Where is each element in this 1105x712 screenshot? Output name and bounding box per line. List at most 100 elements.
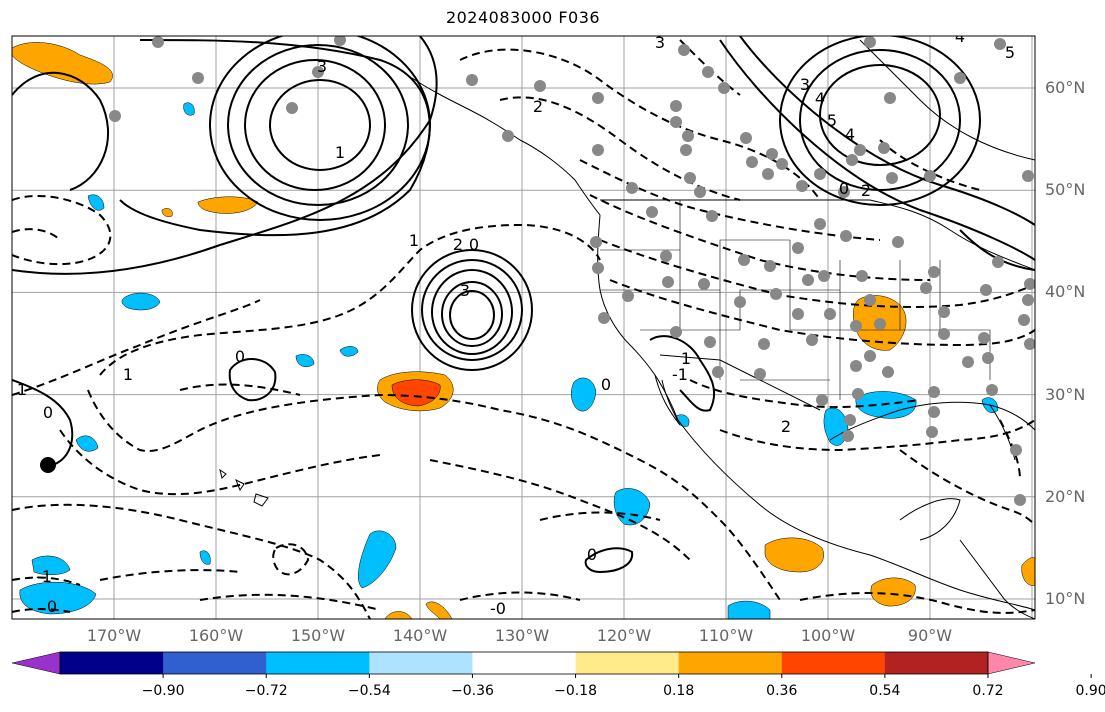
station-marker — [992, 256, 1004, 268]
colorbar-label: 0.36 — [766, 683, 798, 699]
station-marker — [986, 384, 998, 396]
station-marker — [978, 332, 990, 344]
contour-label: 0 — [43, 403, 53, 422]
colorbar-segment — [884, 652, 989, 674]
blue-region-9 — [199, 550, 211, 565]
contour-label: 1 — [17, 380, 27, 399]
blue-region-1 — [87, 194, 105, 211]
station-marker — [882, 366, 894, 378]
solid-contours — [12, 36, 1035, 574]
station-marker — [770, 288, 782, 300]
contour-label: 3 — [460, 281, 470, 300]
canada-border — [600, 199, 1035, 271]
station-marker — [818, 270, 830, 282]
longitude-label: 170°W — [86, 626, 142, 645]
colorbar-label: −0.18 — [554, 683, 597, 699]
station-marker — [762, 168, 774, 180]
station-marker — [792, 242, 804, 254]
contour-label: -0 — [490, 599, 506, 618]
station-marker — [502, 130, 514, 142]
station-marker — [740, 132, 752, 144]
colorbar-segment — [60, 652, 164, 674]
station-marker — [660, 250, 672, 262]
red-region-central-pacific — [391, 379, 441, 407]
station-marker — [854, 144, 866, 156]
station-markers — [109, 36, 1035, 506]
contour-label: 1 — [123, 365, 133, 384]
station-marker — [626, 182, 638, 194]
blue-region-10 — [31, 555, 71, 575]
colorbar-segment — [575, 652, 680, 674]
station-marker — [982, 352, 994, 364]
station-marker — [1024, 338, 1035, 350]
colorbar-label: −0.36 — [450, 683, 494, 699]
colorbar-label: 0.72 — [972, 683, 1004, 699]
contour-label: 2 — [533, 97, 543, 116]
station-marker — [840, 230, 852, 242]
contour-label: 2 — [731, 21, 741, 40]
station-marker — [806, 334, 818, 346]
longitude-label: 110°W — [698, 626, 754, 645]
latitude-label: 40°N — [1045, 282, 1086, 302]
station-marker — [534, 80, 546, 92]
station-marker — [842, 430, 854, 442]
longitude-label: 160°W — [188, 626, 244, 645]
station-marker — [754, 368, 766, 380]
station-marker — [920, 282, 932, 294]
station-marker — [334, 36, 346, 46]
station-marker — [706, 210, 718, 222]
station-marker — [962, 356, 974, 368]
latitude-label: 20°N — [1045, 486, 1086, 506]
station-marker — [924, 170, 936, 182]
station-marker — [766, 148, 778, 160]
station-marker — [466, 74, 478, 86]
blue-region-5 — [75, 435, 99, 452]
station-marker — [152, 36, 164, 48]
contour-label: 1 — [681, 349, 691, 368]
station-marker — [1018, 314, 1030, 326]
station-marker — [662, 276, 674, 288]
station-marker — [864, 294, 876, 306]
contour-label: 0 — [469, 235, 479, 254]
colorbar-extend-low — [11, 651, 61, 675]
contour-label: 1 — [409, 231, 419, 250]
station-marker — [1014, 494, 1026, 506]
station-marker — [846, 154, 858, 166]
station-marker — [1010, 444, 1022, 456]
blue-region-7 — [613, 488, 651, 526]
station-marker — [646, 206, 658, 218]
yucatan — [899, 498, 961, 541]
contour-label: 0 — [601, 375, 611, 394]
longitude-label: 130°W — [494, 626, 550, 645]
station-marker — [926, 426, 938, 438]
contour-label: -1 — [672, 365, 688, 384]
station-marker — [592, 262, 604, 274]
colorbar — [11, 651, 1092, 678]
blue-region-15 — [727, 600, 771, 619]
central-america — [959, 539, 1035, 619]
latitude-label: 10°N — [1045, 589, 1086, 608]
contour-label: 4 — [955, 27, 965, 46]
station-marker — [734, 296, 746, 308]
station-marker — [718, 82, 730, 94]
map-title: 2024083000 F036 — [445, 8, 601, 27]
station-marker — [592, 144, 604, 156]
station-marker — [1022, 294, 1034, 306]
contour-label: 0 — [839, 179, 849, 198]
station-marker — [622, 290, 634, 302]
station-marker — [702, 66, 714, 78]
station-marker — [590, 236, 602, 248]
station-marker — [838, 186, 850, 198]
station-marker — [878, 142, 890, 154]
orange-region-gulf-alaska-west — [12, 42, 113, 85]
contour-label: 0 — [235, 347, 245, 366]
station-marker — [758, 338, 770, 350]
colorbar-label: 0.90 — [1075, 683, 1105, 699]
station-marker — [680, 144, 692, 156]
contour-label: -1 — [36, 567, 52, 586]
longitude-label: 140°W — [392, 626, 448, 645]
station-marker — [938, 328, 950, 340]
station-marker — [824, 308, 836, 320]
station-marker — [286, 102, 298, 114]
station-marker — [844, 414, 856, 426]
